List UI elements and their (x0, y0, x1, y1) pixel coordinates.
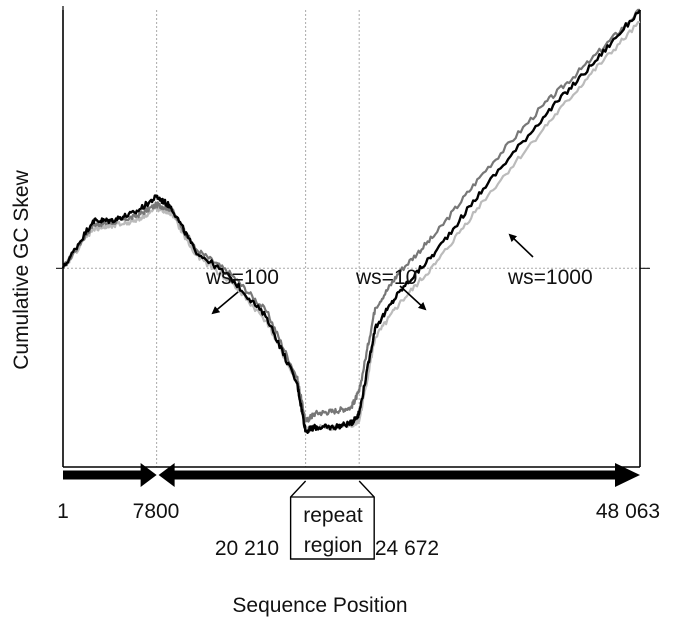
series-lines (61, 8, 641, 434)
x-axis-label: Sequence Position (232, 594, 407, 617)
arrow-ws1000 (508, 233, 534, 258)
annotation-ws10: ws=10 (355, 266, 417, 289)
annotation-ws100: ws=100 (205, 266, 279, 289)
annotation-arrows (211, 233, 534, 315)
position-label-start: 1 (57, 500, 69, 523)
repeat-region-outline (289, 480, 375, 560)
position-label-end: 48 063 (596, 500, 660, 523)
region-box-label-line1: repeat (303, 504, 363, 527)
series-line-ws-1000 (61, 20, 641, 433)
series-line-ws-10 (61, 8, 641, 423)
region-box-label-line2: region (304, 534, 362, 557)
position-label-24672: 24 672 (375, 537, 439, 560)
position-label-20210: 20 210 (215, 537, 279, 560)
y-axis-label: Cumulative GC Skew (10, 169, 33, 369)
right-arrowhead (615, 463, 640, 487)
genome-direction-arrows (63, 463, 640, 487)
middle-arrowhead (158, 463, 175, 487)
series-line-ws-100 (61, 9, 641, 434)
right-shaft (171, 470, 615, 480)
arrow-ws100 (211, 291, 239, 315)
grid-lines (63, 10, 650, 467)
plot-frame (56, 6, 650, 468)
position-label-7800: 7800 (133, 500, 180, 523)
repeat-region-box (289, 480, 375, 560)
left-shaft (63, 470, 144, 480)
arrow-ws10 (399, 285, 427, 311)
left-arrowhead (140, 463, 157, 487)
annotation-ws1000: ws=1000 (507, 266, 593, 289)
